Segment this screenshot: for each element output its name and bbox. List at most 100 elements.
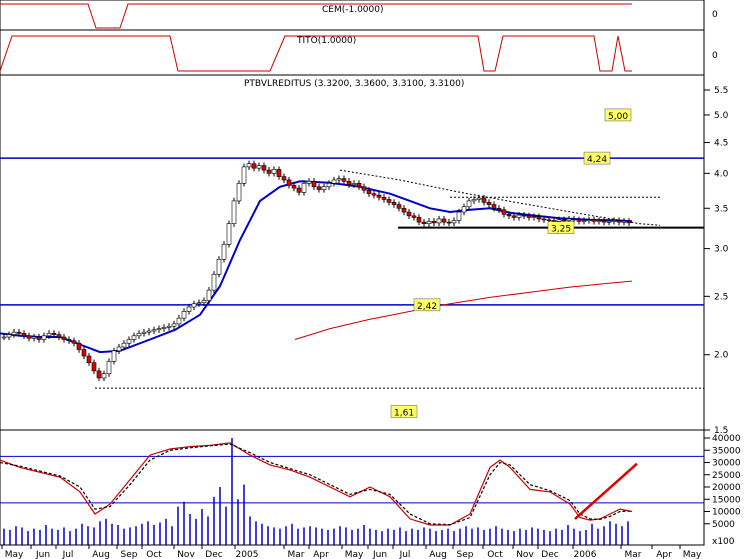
volume-tick-label: 25000 [712, 471, 741, 481]
candle-body [146, 330, 152, 333]
candle-body [96, 370, 102, 379]
candle-body [571, 218, 577, 221]
candle-body [476, 197, 482, 200]
candle-body [141, 331, 147, 334]
price-text-box [390, 405, 418, 418]
price-tick-label: 4.5 [714, 139, 728, 149]
volume-tick-label: 20000 [712, 483, 741, 493]
candle-body [366, 189, 372, 195]
price-tick-label: 5.5 [714, 86, 728, 96]
volume-tick-label: 10000 [712, 508, 741, 518]
candle-body [166, 325, 172, 328]
candle-body [341, 178, 347, 182]
candle-body [606, 221, 612, 223]
candle-body [256, 165, 262, 169]
candle-body [281, 176, 287, 181]
oscillator-line [0, 443, 633, 526]
candle-body [76, 342, 82, 350]
candle-body [621, 221, 627, 223]
x-tick-label: Nov [516, 550, 534, 559]
candle-body [406, 211, 412, 217]
candle-body [456, 211, 462, 221]
x-tick-label: Mar [288, 550, 305, 559]
x-tick-label: Dec [541, 550, 558, 559]
candle-body [601, 220, 607, 223]
candle-body [291, 185, 297, 189]
candle-body [31, 336, 37, 339]
volume-tick-label: 40000 [712, 434, 741, 444]
price-text-label: 1,61 [394, 408, 414, 418]
tito-y-tick: 0 [712, 51, 718, 61]
price-y-axis: 1.5 2.0 2.5 3.0 3.5 4.0 4.5 5.0 5.5 [704, 86, 729, 436]
price-series-line [339, 169, 661, 226]
candle-body [306, 181, 312, 184]
candle-body [581, 220, 587, 222]
candle-body [51, 333, 57, 335]
x-tick-label: Oct [146, 550, 162, 559]
candle-body [576, 219, 582, 222]
price-series-line [0, 180, 633, 354]
price-dotted-levels [95, 196, 704, 389]
candle-body [491, 204, 497, 209]
candle-body [121, 342, 127, 348]
price-tick-label: 5.0 [714, 111, 729, 121]
candle-body [211, 273, 217, 291]
candle-body [536, 216, 542, 220]
candle-body [426, 221, 432, 224]
candle-body [381, 196, 387, 200]
cem-line [0, 3, 632, 29]
x-tick-label: Aug [429, 550, 447, 559]
candle-body [226, 223, 232, 245]
candle-body [501, 209, 507, 215]
x-tick-label: Jun [372, 550, 387, 559]
x-tick-label: May [683, 550, 702, 559]
candle-body [171, 323, 177, 327]
price-level-label: 2,42 [417, 302, 437, 312]
candle-body [156, 328, 162, 331]
candle-body [296, 187, 302, 193]
candle-body [336, 178, 342, 181]
price-level-label: 3,25 [551, 225, 571, 235]
candle-body [396, 204, 402, 209]
price-text-label: 5,00 [608, 112, 628, 122]
panel-volume: 500010000150002000025000300003500040000 … [0, 434, 741, 547]
candle-body [276, 169, 282, 177]
candle-body [251, 163, 257, 169]
candle-body [81, 349, 87, 357]
volume-tick-label: 35000 [712, 446, 741, 456]
candle-body [6, 334, 12, 338]
candle-body [521, 214, 527, 217]
x-tick-label: Apr [656, 550, 672, 559]
volume-y-axis: 5000 10000 15000 20000 25000 30000 35000 40000 [704, 434, 741, 530]
candle-body [591, 219, 597, 222]
candle-body [201, 300, 207, 303]
candle-body [416, 217, 422, 223]
candle-body [556, 219, 562, 222]
candle-body [246, 163, 252, 168]
candle-body [186, 306, 192, 312]
candle-body [301, 183, 307, 193]
candle-body [586, 219, 592, 222]
x-tick-label: Sep [121, 550, 138, 559]
candle-body [361, 186, 367, 191]
price-tick-label: 3.0 [714, 245, 729, 255]
price-candles [1, 160, 632, 382]
volume-tick-label: 15000 [712, 495, 741, 505]
frames [0, 0, 705, 546]
candle-body [626, 221, 632, 224]
price-series [0, 169, 661, 354]
candle-body [26, 335, 32, 339]
volume-bars [3, 438, 629, 545]
x-tick-label: Mar [625, 550, 642, 559]
candle-body [16, 331, 22, 334]
price-level-box [547, 221, 575, 234]
x-tick-label: Sep [457, 550, 474, 559]
candle-body [346, 181, 352, 185]
candle-body [316, 186, 322, 190]
candle-body [221, 243, 227, 260]
candle-body [481, 197, 487, 203]
tito-line [0, 35, 632, 72]
panel-price: PTBVLREDITUS (3.3200, 3.3600, 3.3100, 3.… [0, 79, 729, 436]
candle-body [176, 317, 182, 325]
price-level-label: 4,24 [587, 155, 607, 165]
